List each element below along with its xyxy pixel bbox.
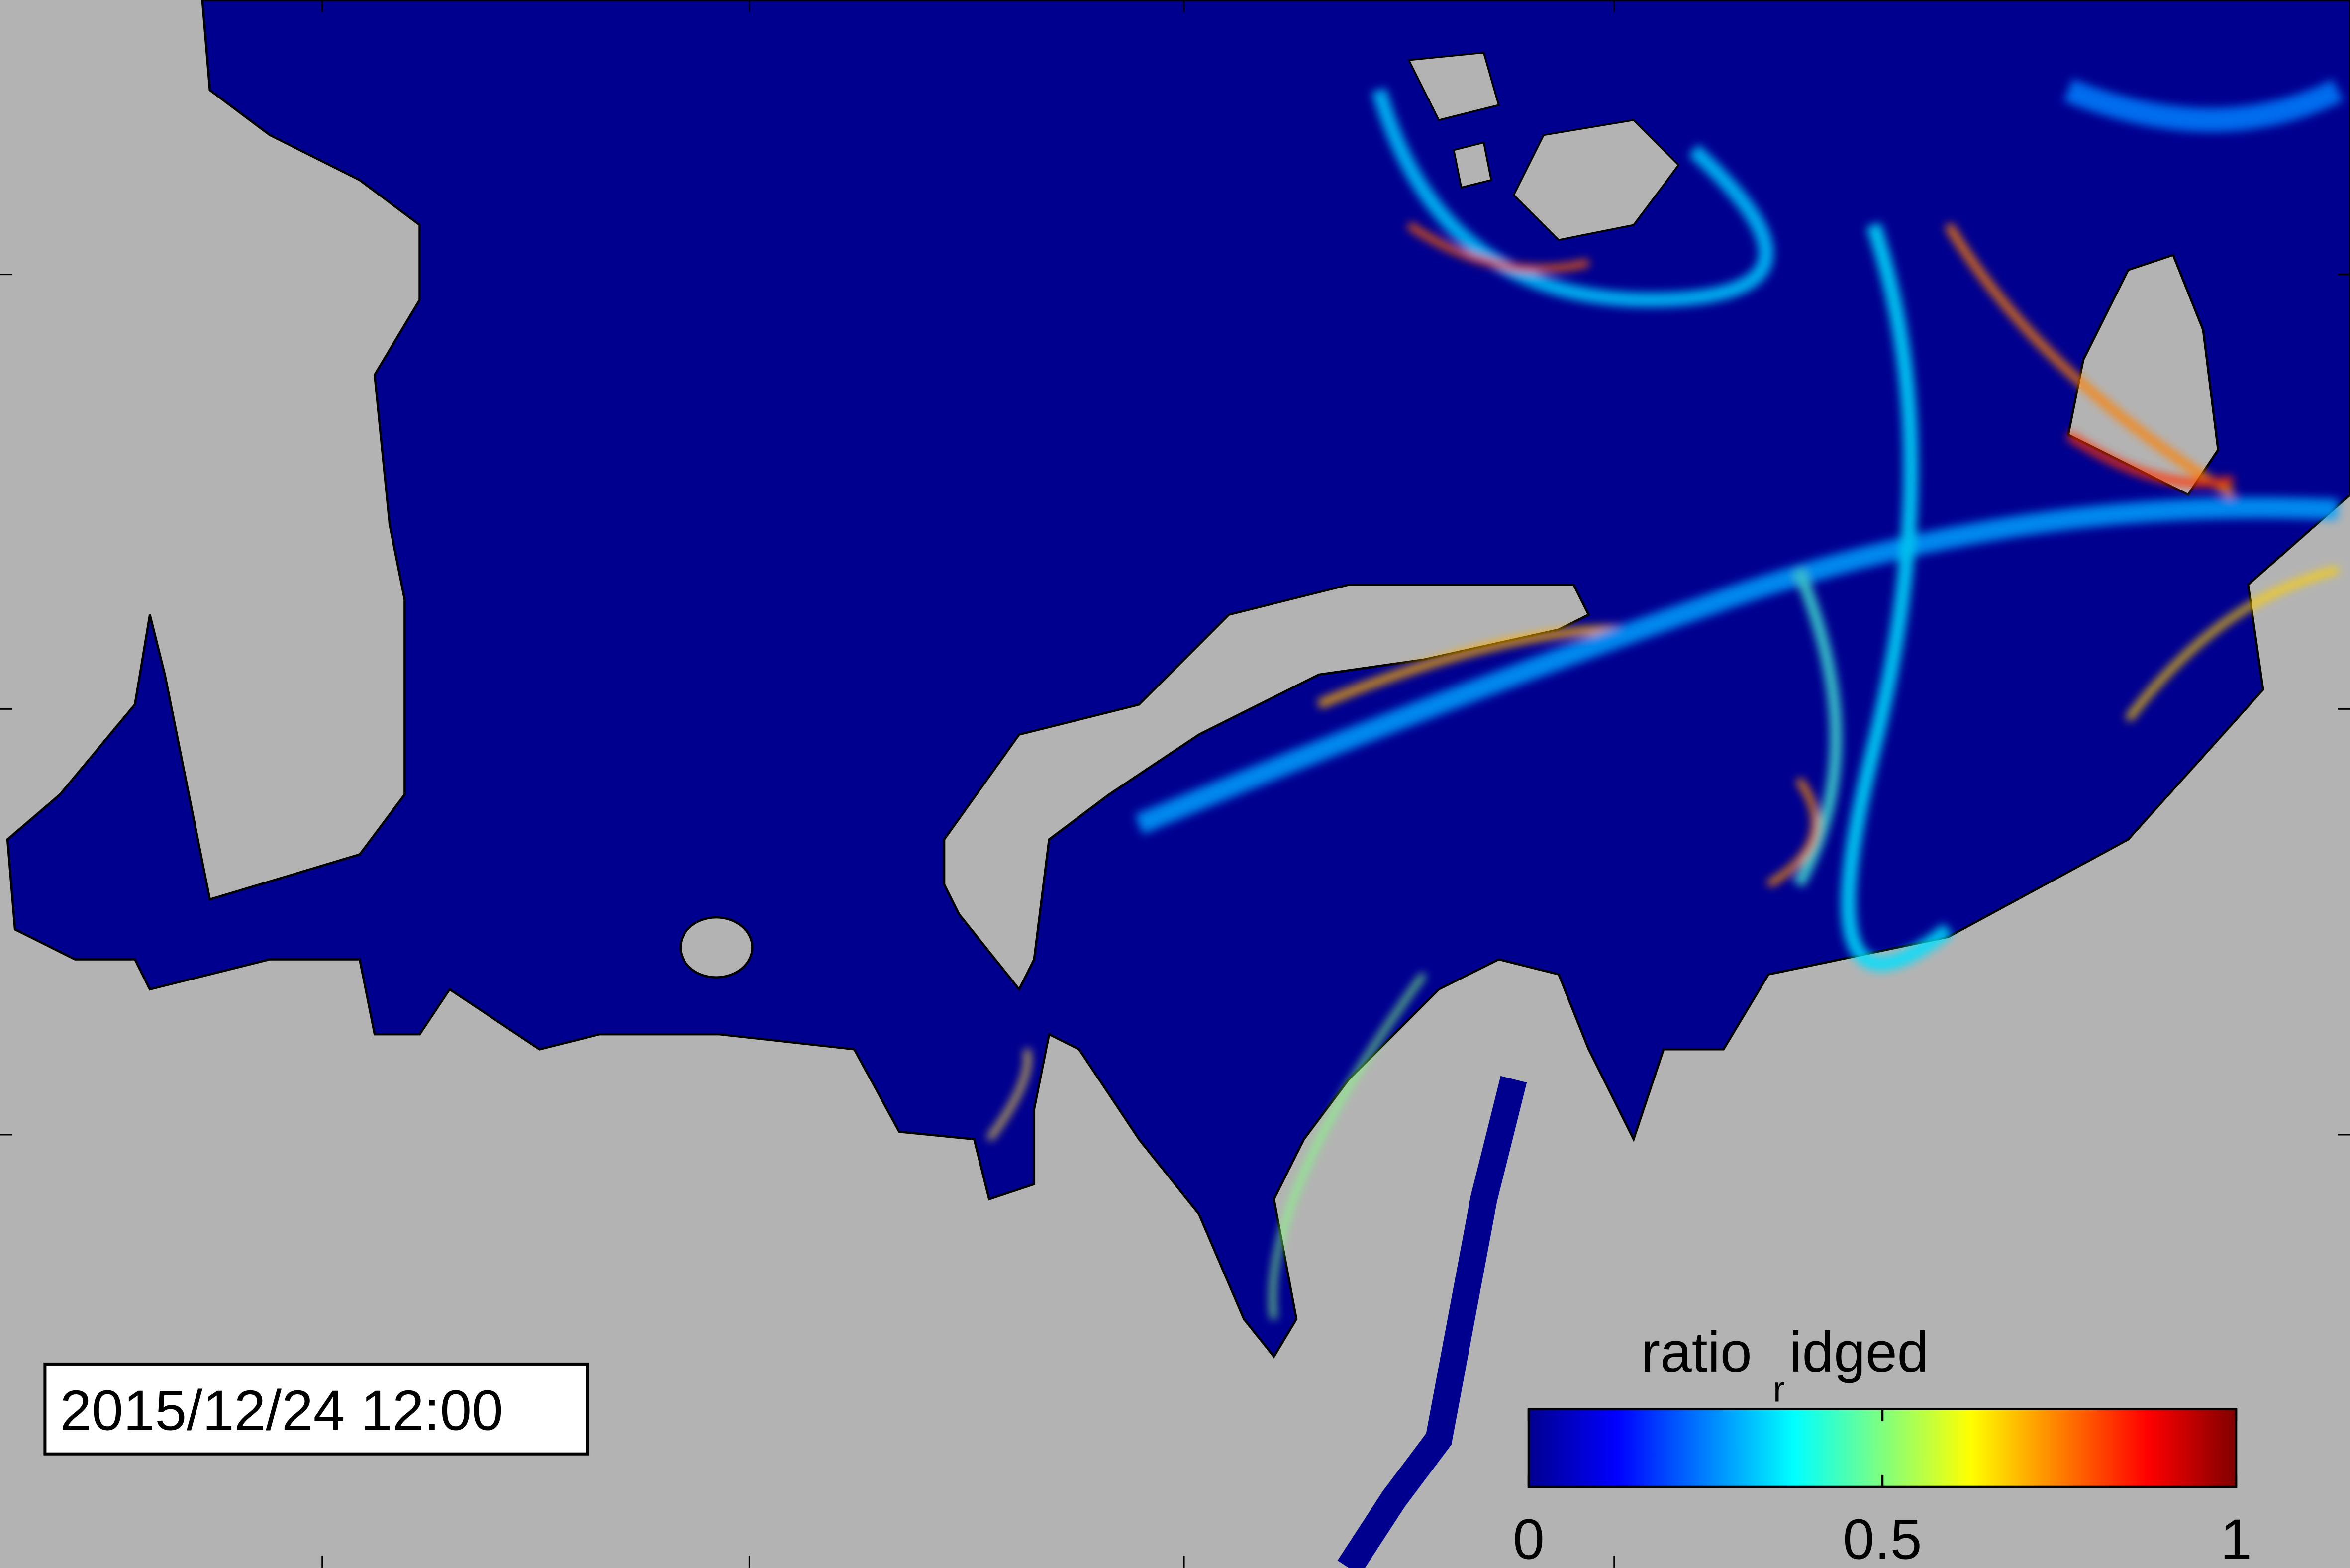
ice-streaks — [986, 79, 2344, 1320]
colorbar-tick-label: 0.5 — [1843, 1508, 1922, 1568]
timestamp-box — [43, 1362, 589, 1456]
colorbar-tick-label: 0 — [1513, 1508, 1545, 1568]
colorbar-title: idged — [1789, 1320, 1929, 1384]
land-peninsula — [943, 584, 1590, 991]
island — [679, 916, 754, 979]
archipelago — [1407, 51, 1680, 241]
colorbar-title-subscript: r — [1773, 1370, 1785, 1409]
river — [1337, 1076, 1527, 1568]
colorbar-tick-label: 1 — [2220, 1508, 2252, 1568]
timestamp: 2015/12/24 12:00 — [60, 1378, 503, 1442]
colorbar-title: ratio — [1641, 1320, 1752, 1384]
